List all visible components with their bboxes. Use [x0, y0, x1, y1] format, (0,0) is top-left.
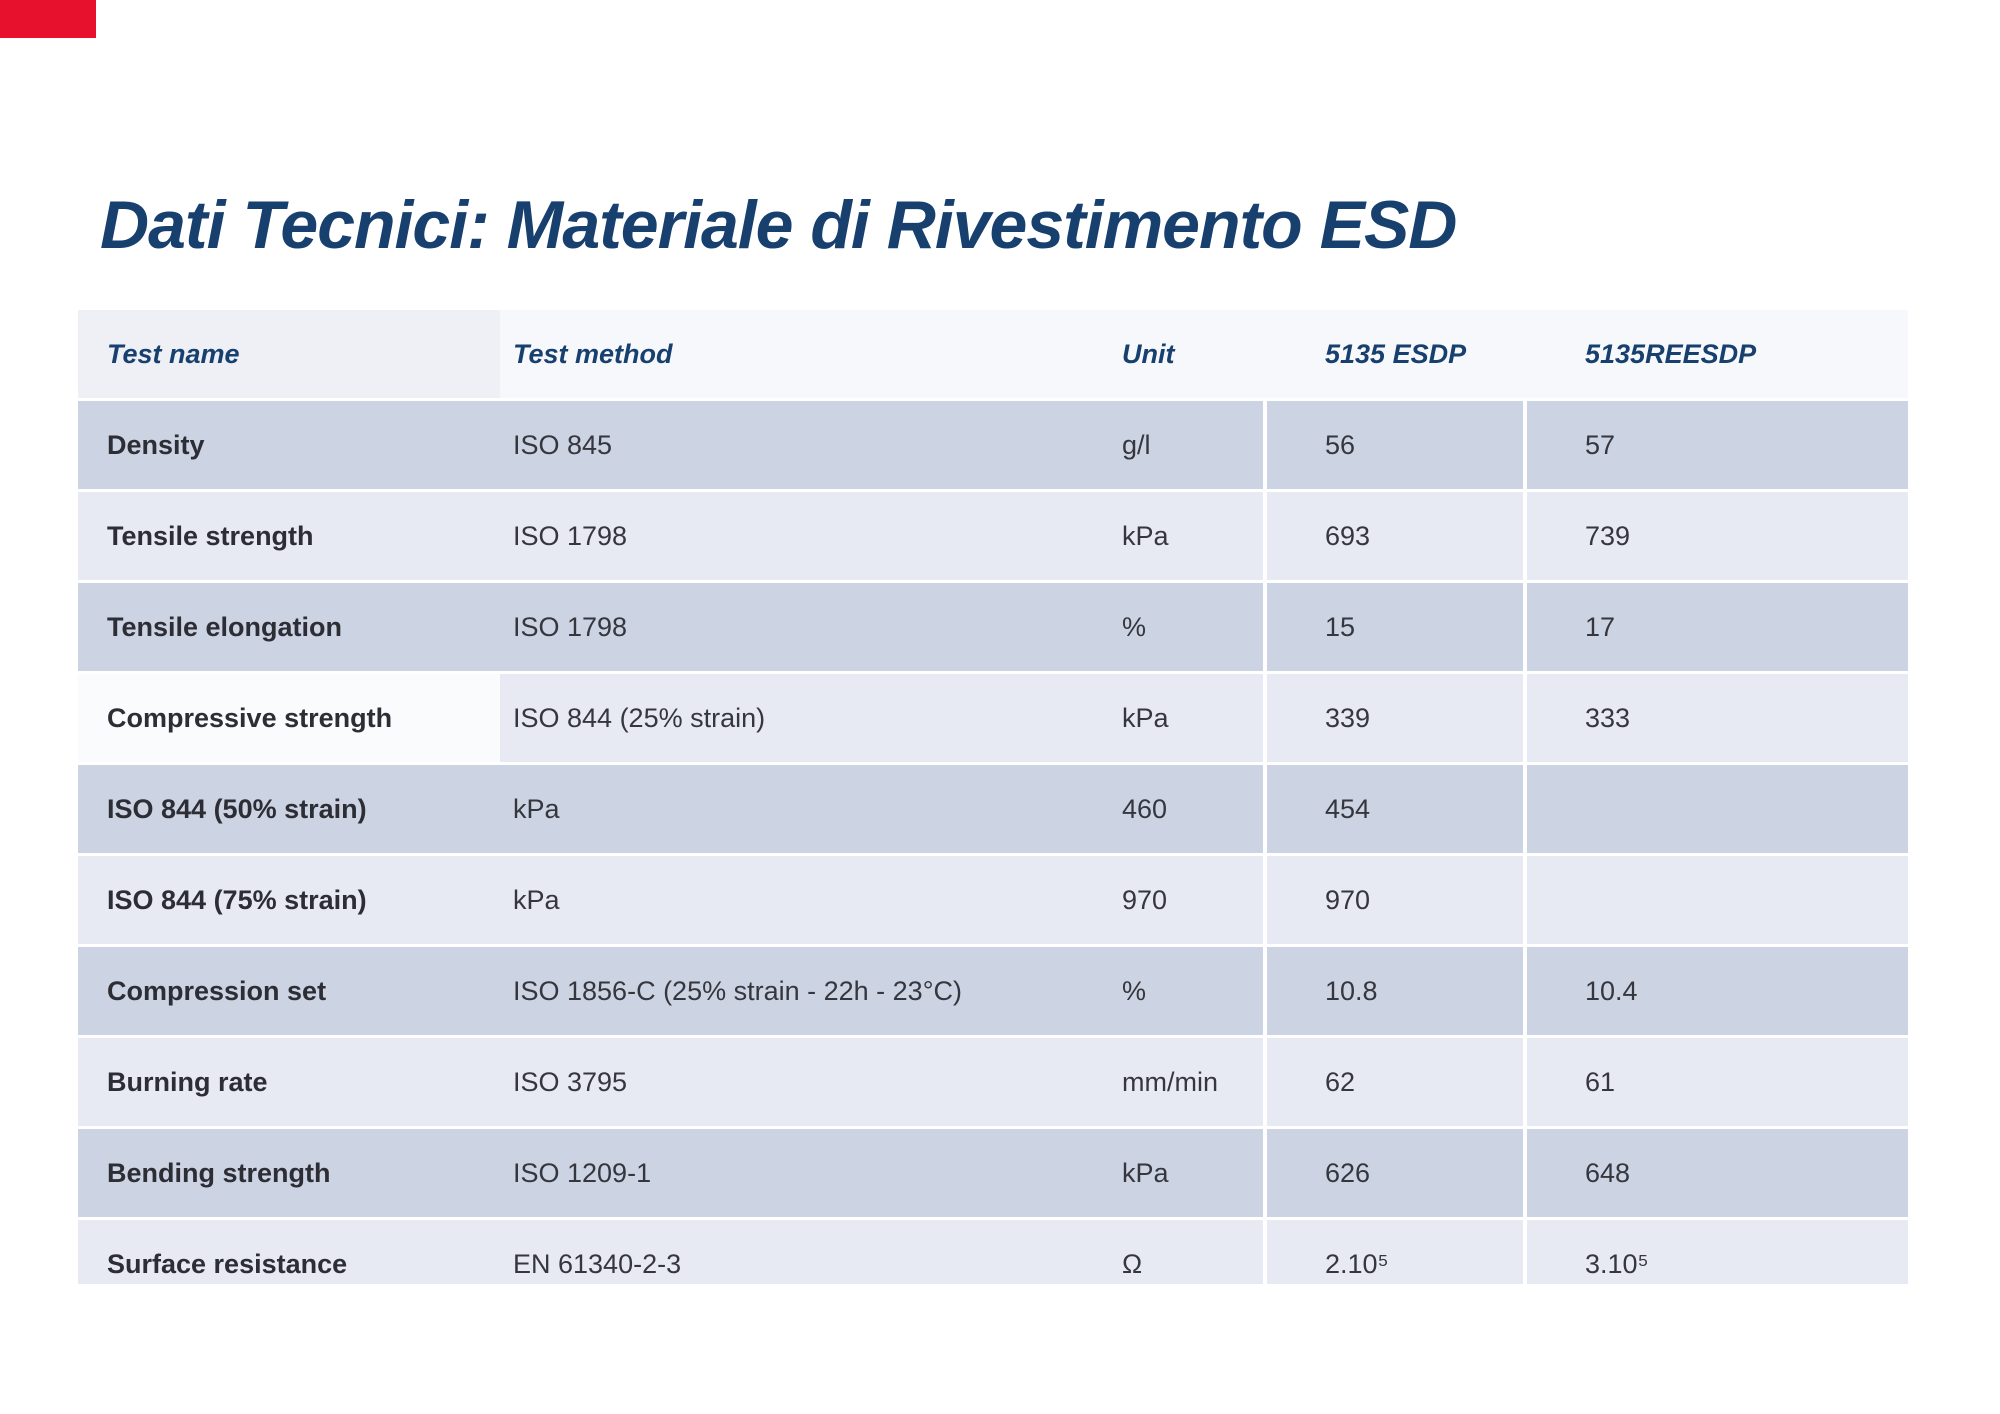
cell-unit: %: [1108, 583, 1263, 671]
cell-value-5135esdp: 693: [1267, 492, 1523, 580]
cell-value-5135esdp: 15: [1267, 583, 1523, 671]
cell-value-5135reesdp: 17: [1527, 583, 1908, 671]
cell-value-5135esdp: 62: [1267, 1038, 1523, 1126]
cell-unit: mm/min: [1108, 1038, 1263, 1126]
column-header-test-method: Test method: [513, 339, 673, 369]
cell-unit: kPa: [1108, 674, 1263, 762]
column-header-5135-esdp: 5135 ESDP: [1325, 339, 1467, 369]
cell-test-name: Bending strength: [78, 1129, 500, 1217]
cell-value-5135reesdp: [1527, 856, 1908, 944]
table-row: Burning rate ISO 3795 mm/min 62 61: [78, 1038, 1908, 1126]
column-header-unit: Unit: [1122, 339, 1175, 369]
cell-test-name: Compression set: [78, 947, 500, 1035]
cell-test-name: ISO 844 (50% strain): [78, 765, 500, 853]
cell-unit: kPa: [1108, 1129, 1263, 1217]
table-row: Tensile strength ISO 1798 kPa 693 739: [78, 492, 1908, 580]
cell-test-method: ISO 1856-C (25% strain - 22h - 23°C): [500, 947, 1108, 1035]
cell-unit: %: [1108, 947, 1263, 1035]
cell-value-5135reesdp: 61: [1527, 1038, 1908, 1126]
cell-value-5135reesdp: 3.10⁵: [1527, 1220, 1908, 1284]
cell-test-name: Tensile elongation: [78, 583, 500, 671]
table-body: Density ISO 845 g/l 56 57 Tensile streng…: [78, 401, 1908, 1284]
table-row: Bending strength ISO 1209-1 kPa 626 648: [78, 1129, 1908, 1217]
cell-test-method: ISO 3795: [500, 1038, 1108, 1126]
cell-test-method: kPa: [500, 765, 1108, 853]
table-row: Compression set ISO 1856-C (25% strain -…: [78, 947, 1908, 1035]
cell-value-5135reesdp: 648: [1527, 1129, 1908, 1217]
cell-value-5135reesdp: 10.4: [1527, 947, 1908, 1035]
cell-test-method: kPa: [500, 856, 1108, 944]
cell-test-name: ISO 844 (75% strain): [78, 856, 500, 944]
cell-unit: Ω: [1108, 1220, 1263, 1284]
cell-test-method: ISO 844 (25% strain): [500, 674, 1108, 762]
cell-value-5135esdp: 10.8: [1267, 947, 1523, 1035]
table-row: Density ISO 845 g/l 56 57: [78, 401, 1908, 489]
table-row: ISO 844 (75% strain) kPa 970 970: [78, 856, 1908, 944]
cell-test-name: Surface resistance: [78, 1220, 500, 1284]
table-row: Surface resistance EN 61340-2-3 Ω 2.10⁵ …: [78, 1220, 1908, 1284]
column-header-test-name: Test name: [107, 339, 240, 369]
cell-test-method: ISO 1209-1: [500, 1129, 1108, 1217]
cell-test-method: EN 61340-2-3: [500, 1220, 1108, 1284]
cell-unit: kPa: [1108, 492, 1263, 580]
cell-unit: 460: [1108, 765, 1263, 853]
table-row: ISO 844 (50% strain) kPa 460 454: [78, 765, 1908, 853]
cell-value-5135esdp: 970: [1267, 856, 1523, 944]
cell-value-5135esdp: 454: [1267, 765, 1523, 853]
cell-value-5135reesdp: 333: [1527, 674, 1908, 762]
cell-value-5135esdp: 626: [1267, 1129, 1523, 1217]
cell-test-name: Density: [78, 401, 500, 489]
data-table: Test name Test method Unit 5135 ESDP 513…: [78, 310, 1908, 1284]
cell-test-method: ISO 845: [500, 401, 1108, 489]
cell-value-5135esdp: 56: [1267, 401, 1523, 489]
cell-test-name: Compressive strength: [78, 674, 500, 762]
cell-test-name: Burning rate: [78, 1038, 500, 1126]
cell-value-5135esdp: 339: [1267, 674, 1523, 762]
cell-unit: 970: [1108, 856, 1263, 944]
cell-value-5135esdp: 2.10⁵: [1267, 1220, 1523, 1284]
cell-value-5135reesdp: [1527, 765, 1908, 853]
cell-test-method: ISO 1798: [500, 583, 1108, 671]
table-row: Tensile elongation ISO 1798 % 15 17: [78, 583, 1908, 671]
corner-accent-bar: [0, 0, 96, 38]
cell-unit: g/l: [1108, 401, 1263, 489]
column-header-5135reesdp: 5135REESDP: [1585, 339, 1757, 369]
table-header-row: Test name Test method Unit 5135 ESDP 513…: [78, 310, 1908, 398]
cell-value-5135reesdp: 57: [1527, 401, 1908, 489]
table-row: Compressive strength ISO 844 (25% strain…: [78, 674, 1908, 762]
cell-test-name: Tensile strength: [78, 492, 500, 580]
page-title: Dati Tecnici: Materiale di Rivestimento …: [100, 187, 1457, 263]
cell-test-method: ISO 1798: [500, 492, 1108, 580]
cell-value-5135reesdp: 739: [1527, 492, 1908, 580]
